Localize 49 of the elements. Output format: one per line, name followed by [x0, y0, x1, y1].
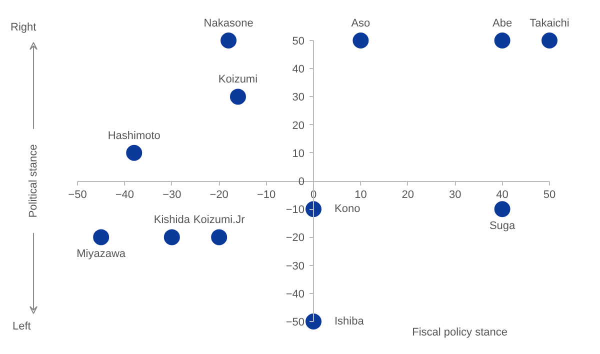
annotation: Aso: [351, 18, 370, 30]
y-axis-title: Political stance: [28, 144, 40, 218]
annotation: Miyazawa: [76, 248, 126, 260]
point: [164, 229, 180, 246]
x-tick-label: −50: [68, 189, 87, 201]
y-tick-label: 10: [292, 148, 305, 160]
annotation: Koizumi.Jr: [193, 214, 246, 226]
x-tick-label: 50: [543, 189, 556, 201]
x-tick-label: −30: [162, 189, 182, 201]
x-axis-title: Fiscal policy stance: [412, 326, 508, 338]
text: Left: [12, 320, 31, 332]
point: [220, 32, 237, 48]
point: [352, 32, 369, 48]
point: [542, 32, 558, 48]
y-tick-label: 50: [292, 36, 305, 48]
y-tick-label: 0: [298, 176, 305, 188]
y-tick-label: 30: [292, 92, 305, 104]
x-tick-label: 20: [402, 189, 414, 201]
x-tick-label: −10: [256, 189, 276, 201]
y-tick-label: 40: [292, 64, 305, 76]
y-tick-label: −40: [286, 288, 305, 300]
annotation: Kishida: [154, 214, 191, 226]
annotation: Abe: [492, 18, 512, 30]
point: [211, 229, 228, 246]
x-tick-label: 10: [354, 189, 367, 201]
annotation: Takaichi: [530, 18, 570, 30]
annotation: Suga: [489, 220, 516, 232]
text: Right: [10, 22, 36, 34]
y-tick-label: 20: [292, 120, 305, 132]
point: [494, 32, 510, 48]
annotation: Kono: [334, 203, 360, 216]
annotation: Nakasone: [204, 18, 254, 30]
point: [230, 88, 246, 105]
x-tick-label: −40: [115, 189, 134, 201]
annotation: Koizumi: [218, 74, 258, 86]
point: [126, 144, 142, 161]
point: [306, 314, 322, 330]
annotation: Hashimoto: [108, 130, 160, 142]
x-tick-label: −20: [210, 189, 228, 201]
y-tick-label: −50: [286, 316, 305, 328]
y-tick-label: −10: [286, 204, 305, 216]
y-tick-label: −30: [286, 260, 305, 272]
point: [494, 201, 510, 218]
x-tick-label: 40: [496, 189, 508, 201]
point: [306, 201, 322, 218]
y-tick-label: −20: [286, 232, 305, 244]
annotation: Ishiba: [334, 316, 365, 328]
point: [93, 229, 110, 246]
x-tick-label: 30: [448, 189, 462, 201]
